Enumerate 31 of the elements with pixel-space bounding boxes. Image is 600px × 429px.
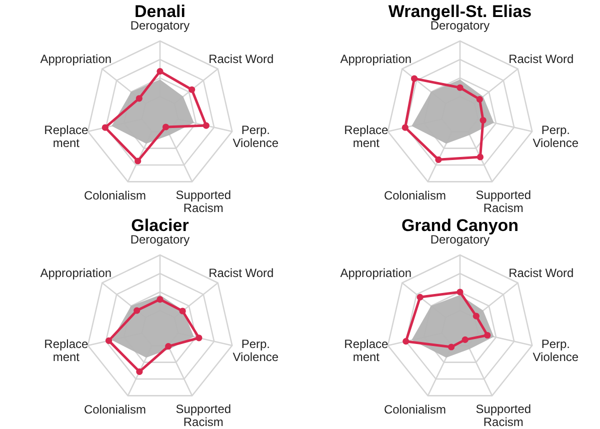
spoke-label: Racist Word (208, 52, 274, 66)
spoke-label: Supported Racism (176, 188, 232, 215)
spoke-label: Perp. Violence (532, 336, 579, 364)
spoke-label: Derogatory (130, 232, 190, 246)
spoke-label: Racist Word (208, 266, 274, 280)
spoke-label: Derogatory (130, 18, 190, 32)
spoke-label: Perp. Violence (232, 122, 279, 150)
spoke-label: Colonialism (384, 188, 446, 203)
spoke-label: Replace ment (344, 122, 389, 150)
chart-title: Wrangell-St. Elias (388, 2, 532, 21)
spoke-label: Derogatory (430, 232, 490, 246)
spoke-label: Racist Word (508, 52, 574, 66)
spoke-label: Supported Racism (476, 402, 532, 429)
spoke-label: Racist Word (508, 266, 574, 280)
spoke-label: Colonialism (84, 402, 146, 417)
spoke-label: Appropriation (40, 266, 112, 280)
spoke-label: Replace ment (344, 336, 389, 364)
chart-title: Denali (134, 2, 186, 21)
spoke-label: Appropriation (340, 52, 412, 66)
spoke-label: Replace ment (44, 336, 89, 364)
spoke-label: Replace ment (44, 122, 89, 150)
spoke-label: Supported Racism (176, 402, 232, 429)
spoke-label: Perp. Violence (532, 122, 579, 150)
spoke-label: Colonialism (84, 188, 146, 203)
spoke-label: Perp. Violence (232, 336, 279, 364)
spoke-label: Colonialism (384, 402, 446, 417)
spoke-label: Appropriation (40, 52, 112, 66)
chart-title: Grand Canyon (401, 216, 519, 235)
spoke-label: Appropriation (340, 266, 412, 280)
chart-title: Glacier (131, 216, 190, 235)
spoke-label: Supported Racism (476, 188, 532, 215)
